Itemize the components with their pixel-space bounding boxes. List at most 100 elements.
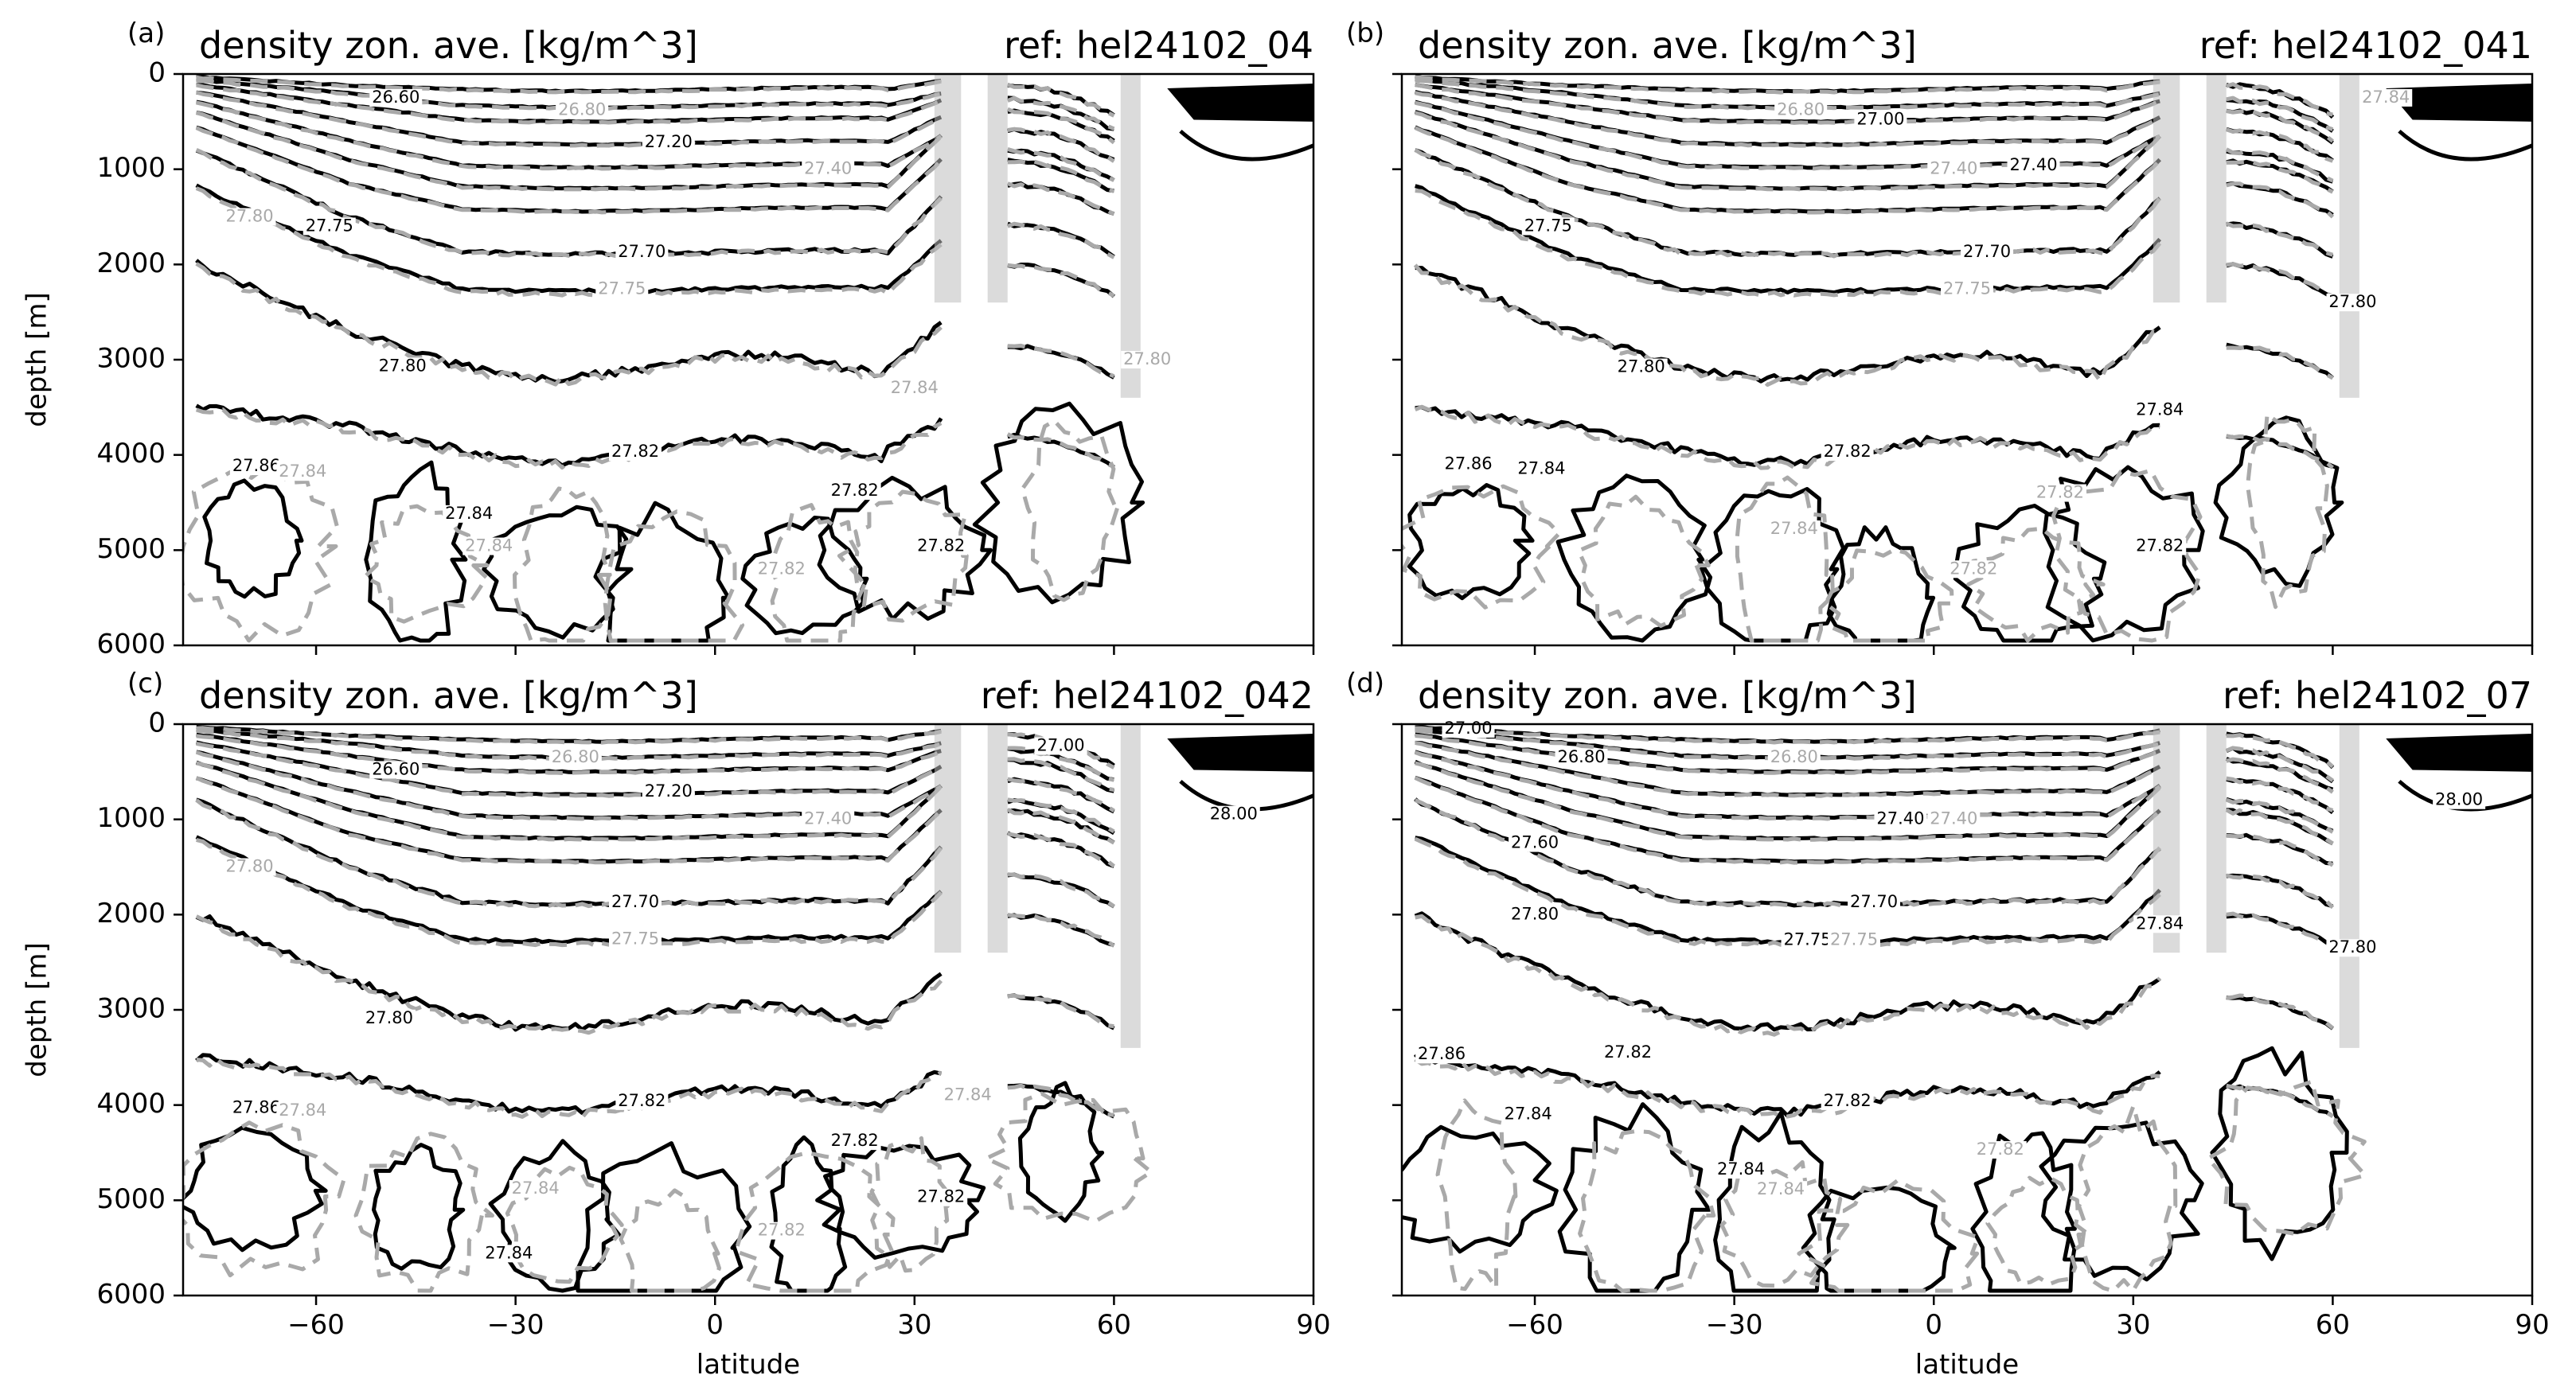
contour-label-bg: [1767, 520, 1821, 539]
x-tick-label: 90: [1296, 1309, 1330, 1341]
contour-label: 27.75: [611, 929, 659, 948]
grey-deep-contour-3: [1797, 1178, 1981, 1293]
contour-label-bg: [1555, 748, 1608, 766]
contour-label-bg: [1781, 931, 1834, 949]
contour-label-bg: [595, 280, 649, 298]
grey-deep-contour-0: [1435, 1098, 1518, 1292]
grey-contour-0: [196, 726, 942, 745]
contour-label: 27.70: [611, 892, 659, 911]
contour-label-bg: [1521, 217, 1575, 236]
grey-contour-7: [195, 798, 943, 909]
contour-label: 27.40: [1930, 159, 1977, 178]
grey-deep-contour-2: [1735, 475, 1835, 643]
grey-contour-6-north: [2226, 832, 2334, 867]
contour-label: 27.40: [1930, 809, 1977, 828]
contour-label-bg: [2433, 791, 2486, 809]
contour-label-bg: [1947, 560, 2000, 579]
grey-contour-3-north: [2226, 776, 2334, 812]
contour-label: 27.84: [279, 462, 326, 481]
steep-feature-2: [2339, 74, 2359, 398]
grey-contour-6: [1414, 776, 2161, 865]
contour-label-bg: [229, 458, 283, 476]
grey-deep-contour-3: [603, 509, 745, 643]
steep-feature-2: [1120, 74, 1141, 398]
grey-deep-contour-0: [1402, 484, 1562, 610]
contour-label: 27.80: [225, 207, 273, 226]
contour-label: 27.75: [1830, 930, 1878, 949]
contour-label: 27.82: [917, 536, 965, 555]
contour-label: 27.84: [1770, 519, 1818, 538]
contour-label: 27.00: [1444, 719, 1492, 738]
contour-label-bg: [463, 537, 516, 555]
grey-contour-1: [1415, 728, 2160, 762]
grey-contour-2: [196, 734, 943, 775]
grey-deep-contour-0: [183, 466, 339, 643]
grey-contour-4-north: [2225, 797, 2334, 834]
panel-letter: (a): [127, 18, 165, 49]
black-deep-contour-5: [817, 475, 993, 621]
grey-contour-5: [1415, 111, 2162, 192]
y-tick-label: 4000: [96, 1088, 166, 1120]
grey-contour-2-north: [2226, 757, 2334, 794]
grey-contour-8-north: [1007, 263, 1115, 298]
contour-label: 27.84: [512, 1179, 560, 1198]
contour-label-bg: [2007, 156, 2060, 174]
contour-label-bg: [1941, 280, 1993, 298]
panel-a: 26.60 26.80 27.20 27.40 27.70 27.75 27.80 27.82…: [21, 18, 1315, 660]
contour-label-bg: [1509, 834, 1562, 852]
y-tick-label: 4000: [96, 438, 166, 470]
contour-label: 28.00: [1210, 805, 1258, 824]
steep-feature-2: [2339, 724, 2359, 1048]
contour-label: 27.82: [611, 442, 659, 461]
grey-contour-6: [1414, 126, 2161, 215]
grey-contour-2-north: [2226, 109, 2334, 143]
contour-label-bg: [302, 217, 356, 236]
grey-contour-7-north: [1006, 221, 1115, 259]
contour-label-bg: [276, 1101, 330, 1120]
contour-label: 26.80: [558, 99, 606, 119]
contour-label-bg: [615, 1092, 669, 1110]
y-tick-label: 0: [148, 57, 166, 89]
grey-deep-contour-1: [362, 504, 490, 624]
contour-label: 27.20: [645, 781, 693, 801]
grey-contour-7-north: [1007, 872, 1115, 908]
contour-label-bg: [548, 748, 602, 766]
contour-lines: [183, 724, 1313, 1293]
grey-deep-contour-1: [1576, 494, 1711, 628]
grey-contour-3: [1415, 741, 2161, 798]
contour-label-bg: [2133, 537, 2187, 555]
contour-label: 27.80: [225, 857, 273, 876]
x-tick-label: 0: [706, 1309, 724, 1341]
contour-label: 27.80: [1618, 357, 1665, 376]
contour-label-bg: [915, 537, 968, 555]
contour-label-bg: [223, 208, 276, 226]
grey-contour-8-north: [2226, 911, 2334, 948]
grey-contour-0-north: [2226, 82, 2333, 117]
contour-label: 27.20: [645, 132, 693, 151]
contour-label: 27.86: [232, 1097, 280, 1116]
grey-contour-2: [1415, 734, 2160, 775]
contour-label-bg: [888, 379, 941, 397]
contour-label: 27.80: [2328, 292, 2376, 311]
grey-contour-6: [195, 776, 943, 865]
steep-feature-1: [987, 74, 1008, 303]
steep-feature-1: [987, 724, 1008, 953]
contour-label: 27.84: [944, 1085, 992, 1105]
grey-contour-9-north: [2226, 993, 2334, 1030]
contour-label: 27.82: [758, 559, 806, 578]
contour-label: 27.82: [1950, 559, 1997, 578]
grey-contour-5: [196, 111, 943, 192]
contour-label: 27.84: [1717, 1159, 1765, 1179]
contour-label: 27.86: [232, 456, 280, 475]
contour-label-bg: [1602, 1043, 1654, 1062]
grey-contour-1-north: [2226, 95, 2334, 131]
contour-label: 27.82: [1604, 1042, 1652, 1062]
steep-feature-1: [2206, 74, 2227, 303]
contour-label-bg: [482, 1245, 536, 1263]
contour-label-bg: [828, 482, 881, 501]
y-tick-label: 1000: [96, 802, 166, 834]
grey-contour-7: [1414, 798, 2162, 909]
grey-contour-10-north: [1007, 1083, 1114, 1117]
contour-label-bg: [915, 1188, 968, 1206]
